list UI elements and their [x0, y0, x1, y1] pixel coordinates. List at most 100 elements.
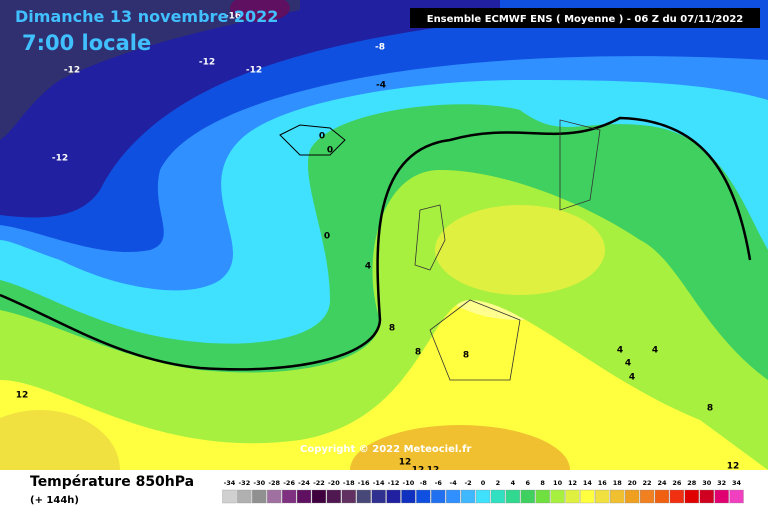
contour-label: 4	[629, 373, 635, 383]
legend-label: -8	[420, 479, 428, 487]
contour-label: 8	[389, 324, 395, 334]
legend-swatch	[550, 489, 565, 504]
legend-swatch	[535, 489, 550, 504]
legend-swatch	[669, 489, 684, 504]
legend-label: 30	[702, 479, 712, 487]
coastline	[279, 124, 346, 156]
legend-label: -12	[388, 479, 400, 487]
legend-swatch	[460, 489, 476, 504]
contour-label: 4	[617, 346, 623, 356]
legend-swatch	[311, 489, 327, 504]
legend-label: -30	[253, 479, 265, 487]
legend-label: 10	[553, 479, 563, 487]
legend-label: 18	[613, 479, 623, 487]
legend-swatch	[625, 489, 640, 504]
cold-area	[230, 0, 290, 22]
contour-label: -12	[52, 154, 68, 164]
legend-swatch	[222, 489, 237, 504]
variable: Température 850hPa	[30, 474, 194, 490]
contour-label: 4	[652, 346, 658, 356]
legend-label: 4	[511, 479, 516, 487]
model-info: Ensemble ECMWF ENS ( Moyenne ) - 06 Z du…	[427, 14, 744, 25]
legend-swatch	[684, 489, 699, 504]
legend-swatch	[371, 489, 386, 504]
legend-swatch	[520, 489, 535, 504]
legend-label: 8	[540, 479, 545, 487]
contour-label: -4	[376, 81, 386, 91]
contour-label: 12	[399, 458, 412, 468]
contour-label: 4	[365, 262, 371, 272]
legend-label: -14	[373, 479, 385, 487]
legend-label: 28	[687, 479, 697, 487]
contour-label: 8	[463, 351, 469, 361]
legend-label: 24	[657, 479, 667, 487]
temp-band	[0, 0, 300, 140]
legend-swatch	[639, 489, 655, 504]
legend-label: -32	[238, 479, 250, 487]
legend-label: 12	[568, 479, 577, 487]
legend-label: -20	[328, 479, 340, 487]
legend-label: 22	[643, 479, 652, 487]
legend-label: -18	[343, 479, 355, 487]
legend-swatch	[729, 489, 744, 504]
legend-label: 6	[525, 479, 530, 487]
contour-label: 0	[327, 146, 333, 156]
legend-swatch	[490, 489, 506, 504]
legend-swatch	[446, 489, 461, 504]
lead-time: (+ 144h)	[30, 495, 79, 506]
legend-swatch	[699, 489, 714, 504]
legend-swatch	[475, 489, 491, 504]
legend-label: -28	[268, 479, 280, 487]
contour-label: 12	[727, 462, 740, 472]
legend-label: -26	[283, 479, 295, 487]
legend: -34 -32 -30 -28 -26 -24 -22 -20 -18 -16 -14 -12 -10-…	[222, 479, 744, 504]
legend-swatch	[356, 489, 371, 504]
legend-label: 0	[481, 479, 486, 487]
legend-swatch	[580, 489, 595, 504]
legend-label: -22	[313, 479, 325, 487]
model-box	[410, 8, 760, 28]
legend-label: -34	[224, 479, 236, 487]
contour-label: -12	[199, 58, 215, 68]
warm-area	[435, 205, 605, 295]
legend-label: 26	[672, 479, 682, 487]
legend-swatch	[267, 489, 282, 504]
legend-label: 16	[598, 479, 608, 487]
legend-label: -4	[450, 479, 458, 487]
legend-swatch	[431, 489, 446, 504]
legend-label: 20	[628, 479, 638, 487]
zero-contour	[0, 116, 752, 371]
legend-swatch	[654, 489, 670, 504]
legend-label: -24	[298, 479, 310, 487]
map-date: Dimanche 13 novembre 2022	[15, 7, 278, 26]
legend-swatch	[252, 489, 267, 504]
contour-label: -8	[375, 43, 385, 53]
legend-label: -6	[435, 479, 443, 487]
legend-swatch	[505, 489, 520, 504]
legend-swatch	[610, 489, 625, 504]
contour-label: -12	[246, 66, 262, 76]
legend-swatch	[416, 489, 431, 504]
contour-label: -16	[225, 12, 241, 22]
legend-swatch	[714, 489, 729, 504]
legend-swatch	[386, 489, 401, 504]
legend-label: 34	[732, 479, 742, 487]
contour-label: 0	[319, 132, 325, 142]
legend-swatch	[237, 489, 252, 504]
legend-label: -10	[403, 479, 415, 487]
coastline	[414, 119, 601, 381]
legend-label: -2	[464, 479, 471, 487]
contour-label: 4	[625, 359, 631, 369]
temp-band	[0, 0, 500, 218]
legend-swatch	[565, 489, 580, 504]
legend-swatch	[341, 489, 356, 504]
contour-labels: -16-12-12-12-8-4-12000488812444481212121…	[16, 12, 740, 476]
copyright: Copyright © 2022 Meteociel.fr	[300, 444, 471, 455]
legend-label: -16	[358, 479, 370, 487]
legend-label: 14	[583, 479, 593, 487]
legend-label: 32	[717, 479, 726, 487]
legend-label: 2	[496, 479, 501, 487]
legend-swatch	[401, 489, 416, 504]
